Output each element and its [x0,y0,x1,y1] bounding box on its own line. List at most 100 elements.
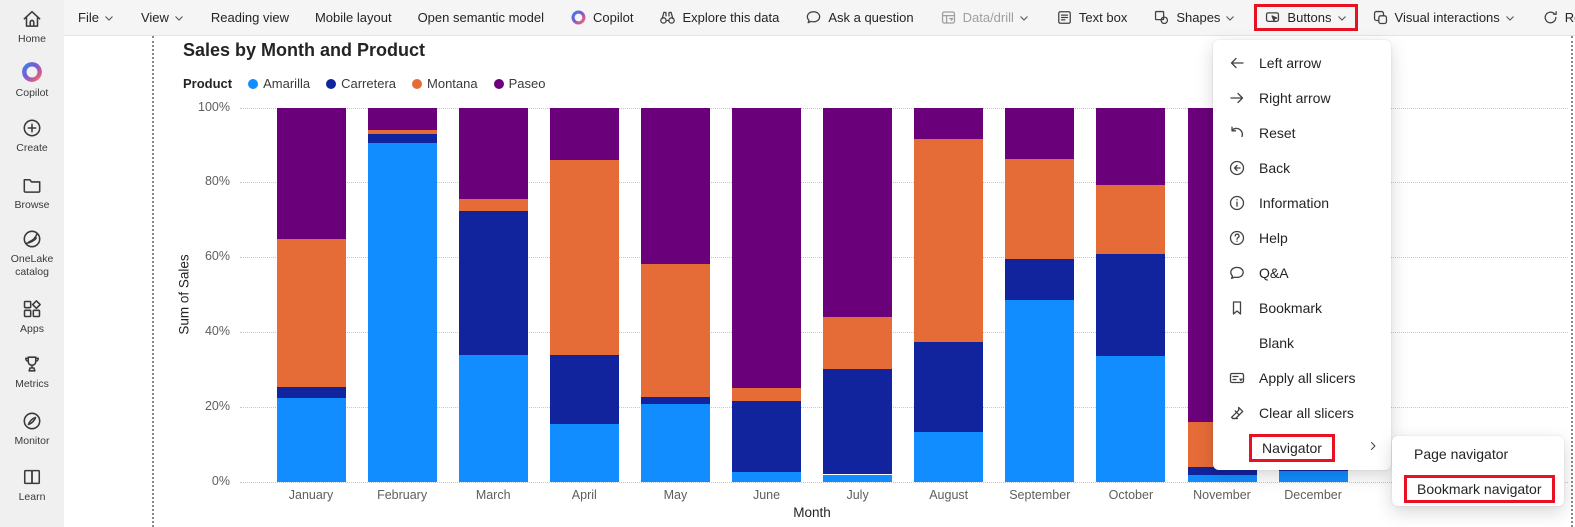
bar-january-carretera[interactable] [276,386,346,399]
bar-february-amarilla[interactable] [367,143,437,482]
bar-january-paseo[interactable] [276,107,346,240]
submenu-item-bookmark-navigator[interactable]: Bookmark navigator [1392,471,1564,506]
bar-august-amarilla[interactable] [914,431,984,482]
sidebar-item-monitor[interactable]: Monitor [0,410,64,448]
bar-june-montana[interactable] [732,388,801,402]
sidebar-item-apps[interactable]: Apps [0,298,64,336]
data-drill-button[interactable]: Data/drill [940,9,1030,26]
bar-january-amarilla[interactable] [276,398,346,482]
text-box-icon [1058,11,1071,24]
copilot-button[interactable]: Copilot [570,9,633,26]
bar-july-carretera[interactable] [823,368,893,475]
menu-item-information[interactable]: Information [1213,185,1391,220]
ask-a-question-button[interactable]: Ask a question [805,9,914,26]
sidebar-item-onelake-catalog[interactable]: OneLake catalog [0,228,64,279]
sidebar-item-home[interactable]: Home [0,8,64,46]
bar-november-carretera[interactable] [1187,467,1257,475]
bar-august-montana[interactable] [914,139,984,342]
file-menu-button[interactable]: File [78,10,115,25]
text-box-button[interactable]: Text box [1056,9,1127,26]
bar-february-montana[interactable] [367,129,437,135]
refresh-icon [1544,11,1557,24]
menu-item-reset[interactable]: Reset [1213,115,1391,150]
legend-item-amarilla[interactable]: Amarilla [248,76,310,91]
bar-june-carretera[interactable] [732,401,801,473]
visual-interactions-button[interactable]: Visual interactions [1372,9,1516,26]
sidebar-item-copilot[interactable]: Copilot [0,60,64,100]
menu-item-back[interactable]: Back [1213,150,1391,185]
bookmark-icon [1228,299,1246,317]
bar-may-amarilla[interactable] [640,403,710,482]
open-semantic-model-button[interactable]: Open semantic model [417,10,545,25]
explore-this-data-button[interactable]: Explore this data [659,9,779,26]
menu-item-blank[interactable]: Blank [1213,325,1391,360]
bar-march-carretera[interactable] [458,211,528,355]
bar-october-montana[interactable] [1096,185,1166,254]
gridline [240,182,1568,184]
menu-item-label-highlighted: Navigator [1249,433,1335,462]
menu-item-clear-all-slicers[interactable]: Clear all slicers [1213,395,1391,430]
shapes-button[interactable]: Shapes [1153,9,1236,26]
bar-july-paseo[interactable] [823,107,893,317]
menu-item-label: Blank [1259,334,1295,351]
legend-label: Paseo [508,76,546,91]
bar-april-carretera[interactable] [549,354,619,424]
bar-august-carretera[interactable] [914,341,984,432]
bar-march-paseo[interactable] [458,107,528,200]
bar-august-paseo[interactable] [914,107,984,139]
apply-all-slicers-icon [1228,369,1246,387]
bar-may-montana[interactable] [640,263,710,397]
menu-item-left-arrow[interactable]: Left arrow [1213,45,1391,80]
bar-october-amarilla[interactable] [1096,355,1166,482]
refresh-button[interactable]: Refresh [1542,9,1575,26]
gridline [240,107,1568,109]
legend-item-carretera[interactable]: Carretera [326,76,396,91]
bar-september-carretera[interactable] [1005,258,1075,300]
bar-april-montana[interactable] [549,159,619,355]
menu-item-help[interactable]: Help [1213,220,1391,255]
sidebar-item-metrics[interactable]: Metrics [0,353,64,391]
sidebar-item-browse[interactable]: Browse [0,174,64,212]
bar-june-amarilla[interactable] [732,472,801,482]
x-axis-title: Month [793,505,831,520]
bar-april-amarilla[interactable] [549,423,619,482]
menu-item-q-a[interactable]: Q&A [1213,255,1391,290]
sidebar-item-learn[interactable]: Learn [0,466,64,504]
bar-july-montana[interactable] [823,316,893,369]
submenu-item-page-navigator[interactable]: Page navigator [1392,436,1564,471]
bar-february-carretera[interactable] [367,134,437,144]
view-menu-button[interactable]: View [141,10,185,25]
binoculars-icon [660,11,676,24]
legend-item-montana[interactable]: Montana [412,76,478,91]
bar-september-paseo[interactable] [1005,107,1075,160]
bar-february-paseo[interactable] [367,107,437,130]
bar-april-paseo[interactable] [549,107,619,160]
report-toolbar: File View Reading view Mobile layout Ope… [64,0,1575,36]
menu-item-bookmark[interactable]: Bookmark [1213,290,1391,325]
bar-october-carretera[interactable] [1096,253,1166,356]
menu-item-apply-all-slicers[interactable]: Apply all slicers [1213,360,1391,395]
reading-view-button[interactable]: Reading view [210,10,289,25]
buttons-menu-button[interactable]: Buttons [1254,4,1358,31]
bar-september-amarilla[interactable] [1005,300,1075,482]
bar-september-montana[interactable] [1005,159,1075,259]
bar-october-paseo[interactable] [1096,107,1166,185]
bar-march-amarilla[interactable] [458,354,528,482]
bar-may-paseo[interactable] [640,107,710,264]
mobile-layout-button[interactable]: Mobile layout [314,10,392,25]
sidebar-item-create[interactable]: Create [0,117,64,155]
bar-may-carretera[interactable] [640,397,710,404]
menu-item-right-arrow[interactable]: Right arrow [1213,80,1391,115]
bar-january-montana[interactable] [276,239,346,387]
bar-july-amarilla[interactable] [823,474,893,482]
bar-march-montana[interactable] [458,199,528,212]
sidebar-item-label: Browse [14,199,50,211]
legend-item-paseo[interactable]: Paseo [493,76,546,91]
bar-june-paseo[interactable] [732,107,801,389]
menu-item-navigator[interactable]: Navigator [1213,430,1391,465]
bar-december-amarilla[interactable] [1278,470,1348,482]
bar-november-amarilla[interactable] [1187,474,1257,482]
legend-label: Carretera [341,76,397,91]
chart-title: Sales by Month and Product [183,40,426,60]
